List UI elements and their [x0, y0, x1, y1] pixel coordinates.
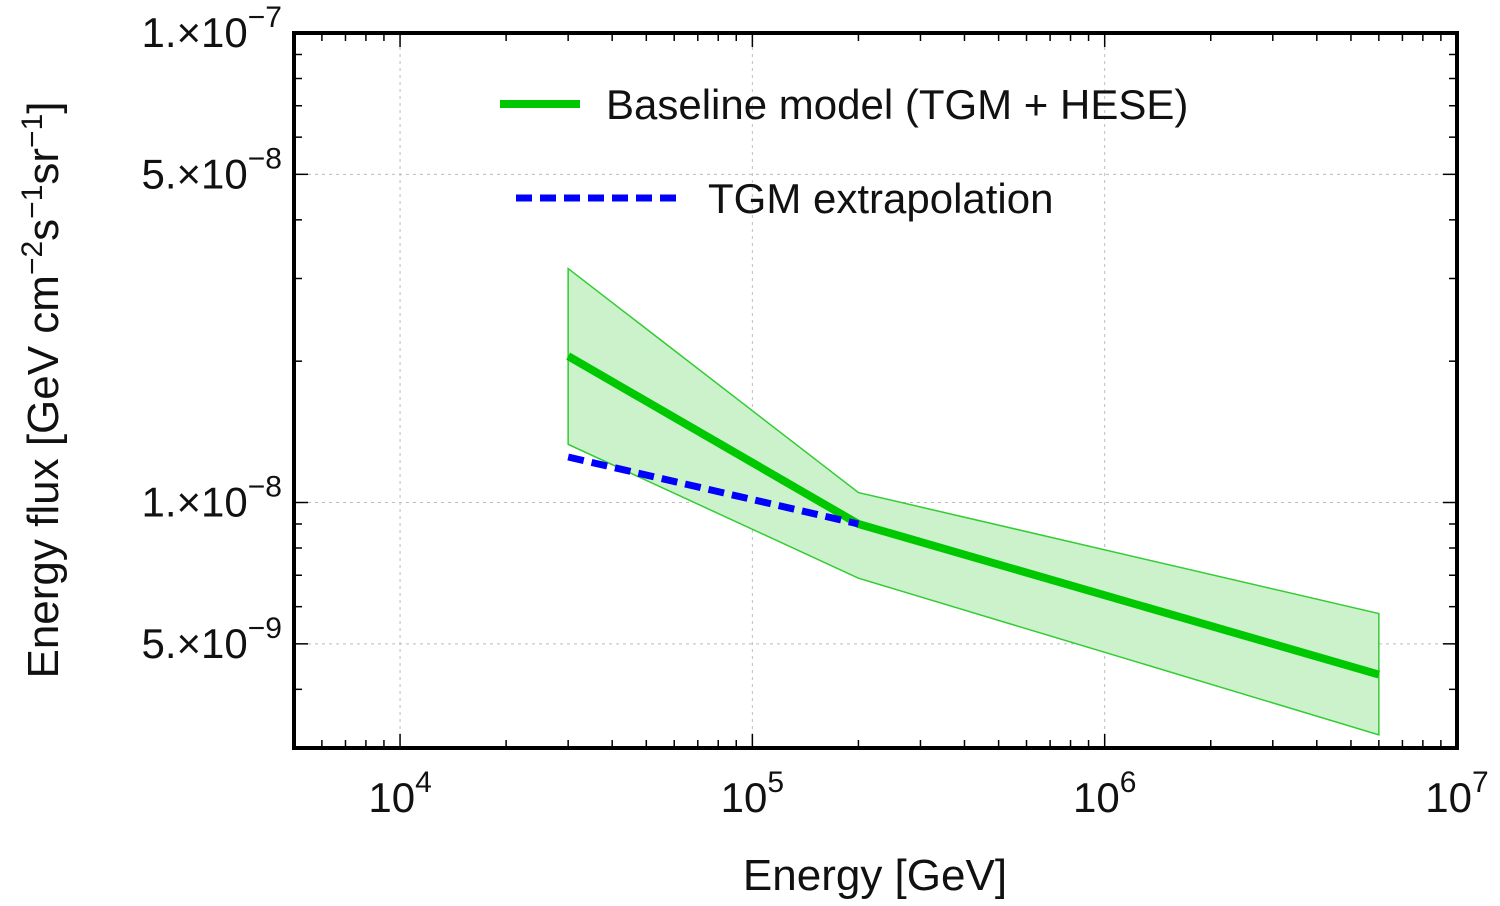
- x-tick-label-1: 105: [721, 766, 784, 821]
- y-tick-label-1: 5.×10−8: [142, 142, 283, 197]
- legend-label-baseline: Baseline model (TGM + HESE): [606, 81, 1188, 128]
- plot-frame: [292, 31, 1459, 750]
- x-axis-title: Energy [GeV]: [743, 851, 1007, 900]
- x-tick-label-2: 106: [1073, 766, 1136, 821]
- x-tick-label-0: 104: [368, 766, 431, 821]
- baseline-model-line: [566, 352, 1380, 679]
- y-tick-labels: 1.×10−7 5.×10−8 1.×10−8 5.×10−9: [142, 1, 283, 667]
- y-tick-label-3: 5.×10−9: [142, 612, 283, 667]
- y-tick-label-2: 1.×10−8: [142, 471, 283, 526]
- tgm-extrapolation-line: [567, 453, 860, 528]
- legend-label-tgm: TGM extrapolation: [708, 175, 1053, 222]
- x-tick-labels: 104 105 106 107: [368, 766, 1488, 821]
- y-tick-label-0: 1.×10−7: [142, 1, 283, 56]
- legend: Baseline model (TGM + HESE) TGM extrapol…: [500, 81, 1188, 222]
- y-axis-title: Energy flux [GeV cm−2s−1sr−1]: [16, 101, 68, 678]
- x-tick-label-3: 107: [1425, 766, 1488, 821]
- baseline-uncertainty-band: [567, 267, 1380, 736]
- axis-ticks: [293, 32, 1458, 749]
